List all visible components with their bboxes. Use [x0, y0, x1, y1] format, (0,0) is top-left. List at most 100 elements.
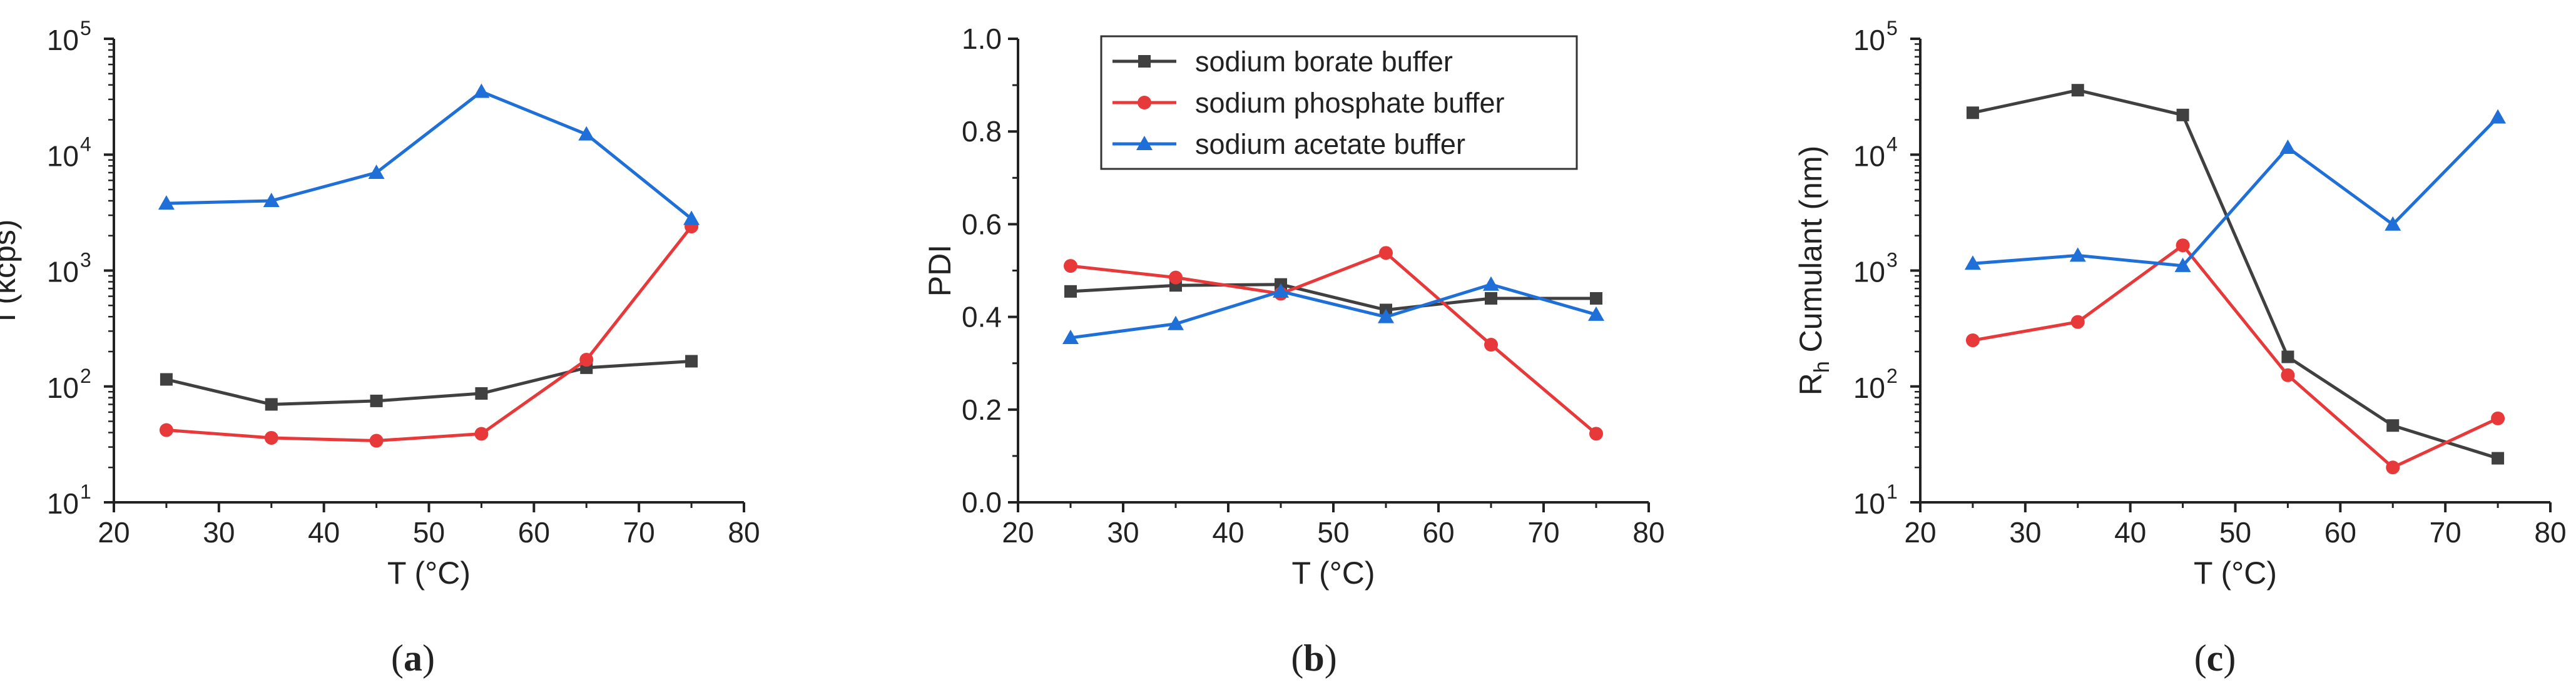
data-point-square	[2492, 452, 2505, 465]
x-tick-label: 50	[413, 516, 445, 549]
data-point-square	[160, 373, 173, 386]
data-point-triangle	[2174, 257, 2191, 272]
x-tick-label: 70	[2430, 516, 2461, 549]
legend-entry-label: sodium phosphate buffer	[1195, 87, 1505, 119]
data-point-circle	[1589, 427, 1603, 441]
series-line-acetate	[166, 89, 693, 220]
x-tick-label: 40	[308, 516, 340, 549]
y-tick-exponent: 4	[80, 133, 91, 155]
legend-marker-circle	[1138, 96, 1151, 109]
y-tick-label: 0.6	[962, 208, 1002, 240]
panel-label-c: (c)	[2194, 637, 2236, 679]
y-axis-title-main: R	[1793, 373, 1828, 395]
data-point-circle	[2281, 368, 2295, 382]
x-tick-label: 30	[2009, 516, 2041, 549]
data-point-circle	[1169, 270, 1183, 285]
data-point-circle	[264, 430, 278, 445]
x-tick-label: 60	[2324, 516, 2356, 549]
data-point-triangle	[2490, 109, 2507, 124]
x-axis-title: T (°C)	[387, 555, 471, 591]
x-tick-label: 30	[1107, 516, 1139, 549]
data-point-circle	[474, 427, 489, 441]
panel-label-a: (a)	[391, 637, 435, 679]
series-line-phosphate	[1972, 243, 2499, 469]
y-axis-title: PDI	[922, 245, 957, 297]
data-point-circle	[2386, 460, 2400, 475]
data-point-circle	[579, 353, 594, 367]
y-axis-title-rest: Cumulant (nm)	[1793, 146, 1828, 362]
panel-label-close-paren: )	[2223, 637, 2236, 679]
series-line-acetate	[1070, 283, 1597, 340]
chart-panel-b: 20 30 40 50 60 70 80 0.0 0.2 0.4 0.6 0.8 1.0 T (°C) PD…	[922, 23, 1665, 679]
y-tick-label: 10	[1853, 24, 1885, 56]
panel-label-open-paren: (	[391, 637, 404, 679]
data-point-square	[2071, 84, 2084, 97]
data-point-circle	[1379, 246, 1393, 260]
x-tick-label: 60	[518, 516, 550, 549]
legend: sodium borate buffer sodium phosphate buf…	[1100, 35, 1578, 170]
legend-marker-square	[1138, 55, 1151, 68]
y-tick-label: 10	[1853, 139, 1885, 172]
y-tick-exponent: 3	[80, 249, 91, 271]
data-point-square	[265, 398, 278, 411]
y-tick-label: 10	[47, 139, 79, 172]
series-line-phosphate	[1070, 251, 1597, 435]
y-axis-title-subscript: h	[1810, 361, 1834, 373]
data-point-square	[1966, 106, 1979, 119]
panel-label-letter: c	[2207, 637, 2224, 679]
data-point-triangle	[1168, 315, 1184, 330]
y-tick-label: 0.2	[962, 393, 1002, 426]
data-point-square	[1590, 292, 1602, 305]
series-line-borate	[166, 359, 692, 406]
data-point-circle	[1965, 333, 1980, 348]
y-tick-exponent: 2	[1886, 365, 1898, 387]
data-point-triangle	[1273, 283, 1289, 298]
data-point-triangle	[2279, 139, 2296, 155]
data-point-triangle	[1964, 255, 1981, 270]
data-point-triangle	[1483, 276, 1499, 291]
x-axis-title: T (°C)	[2194, 555, 2277, 591]
data-point-triangle	[1588, 306, 1604, 321]
y-tick-label: 0.0	[962, 486, 1002, 519]
data-point-circle	[2070, 315, 2085, 329]
data-point-triangle	[578, 126, 595, 141]
data-point-circle	[2491, 411, 2505, 425]
y-tick-exponent: 4	[1886, 133, 1898, 155]
x-tick-label: 40	[2114, 516, 2146, 549]
series-line-phosphate	[166, 225, 693, 443]
y-tick-exponent: 1	[1886, 480, 1898, 503]
x-tick-label: 60	[1422, 516, 1454, 549]
data-point-triangle	[2069, 247, 2086, 262]
legend-box	[1100, 35, 1578, 170]
y-tick-label: 10	[47, 24, 79, 56]
legend-entry-label: sodium borate buffer	[1195, 46, 1453, 78]
data-point-square	[370, 394, 383, 407]
data-point-triangle	[158, 195, 175, 210]
data-point-triangle	[1378, 308, 1394, 323]
y-tick-exponent: 5	[1886, 17, 1898, 39]
series-line-acetate	[1972, 116, 2499, 268]
x-tick-label: 50	[2219, 516, 2251, 549]
data-point-square	[2386, 419, 2400, 432]
panel-label-close-paren: )	[422, 637, 435, 679]
x-tick-label: 80	[1632, 516, 1664, 549]
y-tick-label: 10	[1853, 256, 1885, 288]
panel-label-open-paren: (	[1291, 637, 1303, 679]
y-tick-exponent: 5	[80, 17, 91, 39]
panel-label-open-paren: (	[2194, 637, 2207, 679]
legend-entry-label: sodium acetate buffer	[1195, 128, 1465, 160]
data-point-triangle	[683, 210, 700, 225]
y-tick-label: 10	[1853, 372, 1885, 404]
series-line-borate	[1070, 283, 1596, 312]
y-tick-exponent: 1	[80, 480, 91, 503]
panel-label-letter: a	[404, 637, 422, 679]
x-tick-label: 20	[1002, 516, 1034, 549]
y-tick-label: 1.0	[962, 23, 1002, 55]
y-tick-label: 10	[1853, 487, 1885, 520]
x-tick-label: 80	[2534, 516, 2566, 549]
y-axis-title: I (kcps)	[0, 220, 22, 322]
data-point-circle	[159, 423, 173, 437]
x-tick-label: 50	[1317, 516, 1349, 549]
